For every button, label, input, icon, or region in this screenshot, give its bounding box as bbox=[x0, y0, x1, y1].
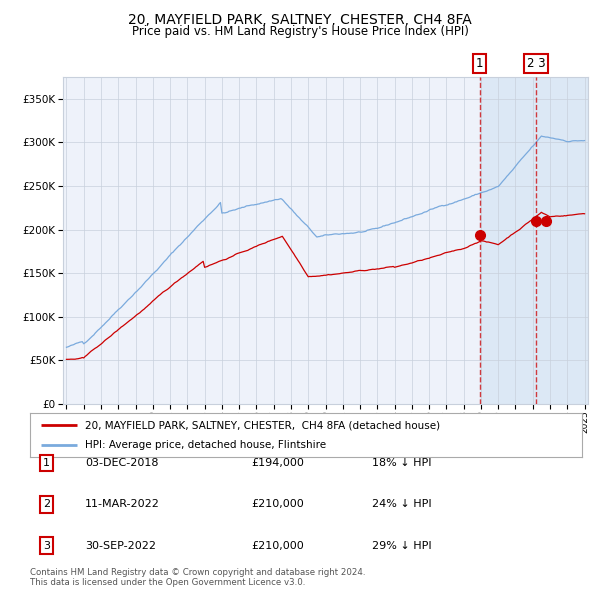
Text: 18% ↓ HPI: 18% ↓ HPI bbox=[372, 458, 432, 468]
Text: This data is licensed under the Open Government Licence v3.0.: This data is licensed under the Open Gov… bbox=[30, 578, 305, 587]
Text: 2: 2 bbox=[43, 500, 50, 509]
Text: 11-MAR-2022: 11-MAR-2022 bbox=[85, 500, 160, 509]
Text: HPI: Average price, detached house, Flintshire: HPI: Average price, detached house, Flin… bbox=[85, 440, 326, 450]
Text: Contains HM Land Registry data © Crown copyright and database right 2024.: Contains HM Land Registry data © Crown c… bbox=[30, 568, 365, 577]
Text: 3: 3 bbox=[43, 541, 50, 550]
Text: 03-DEC-2018: 03-DEC-2018 bbox=[85, 458, 158, 468]
Text: 1: 1 bbox=[476, 57, 483, 70]
Text: 29% ↓ HPI: 29% ↓ HPI bbox=[372, 541, 432, 550]
Text: 30-SEP-2022: 30-SEP-2022 bbox=[85, 541, 156, 550]
Text: Price paid vs. HM Land Registry's House Price Index (HPI): Price paid vs. HM Land Registry's House … bbox=[131, 25, 469, 38]
Text: 2 3: 2 3 bbox=[527, 57, 545, 70]
Bar bbox=[479, 77, 593, 404]
Text: 20, MAYFIELD PARK, SALTNEY, CHESTER,  CH4 8FA (detached house): 20, MAYFIELD PARK, SALTNEY, CHESTER, CH4… bbox=[85, 421, 440, 430]
Text: 24% ↓ HPI: 24% ↓ HPI bbox=[372, 500, 432, 509]
Text: £210,000: £210,000 bbox=[251, 541, 304, 550]
Text: 20, MAYFIELD PARK, SALTNEY, CHESTER, CH4 8FA: 20, MAYFIELD PARK, SALTNEY, CHESTER, CH4… bbox=[128, 13, 472, 27]
Text: £194,000: £194,000 bbox=[251, 458, 304, 468]
Text: 1: 1 bbox=[43, 458, 50, 468]
Text: £210,000: £210,000 bbox=[251, 500, 304, 509]
